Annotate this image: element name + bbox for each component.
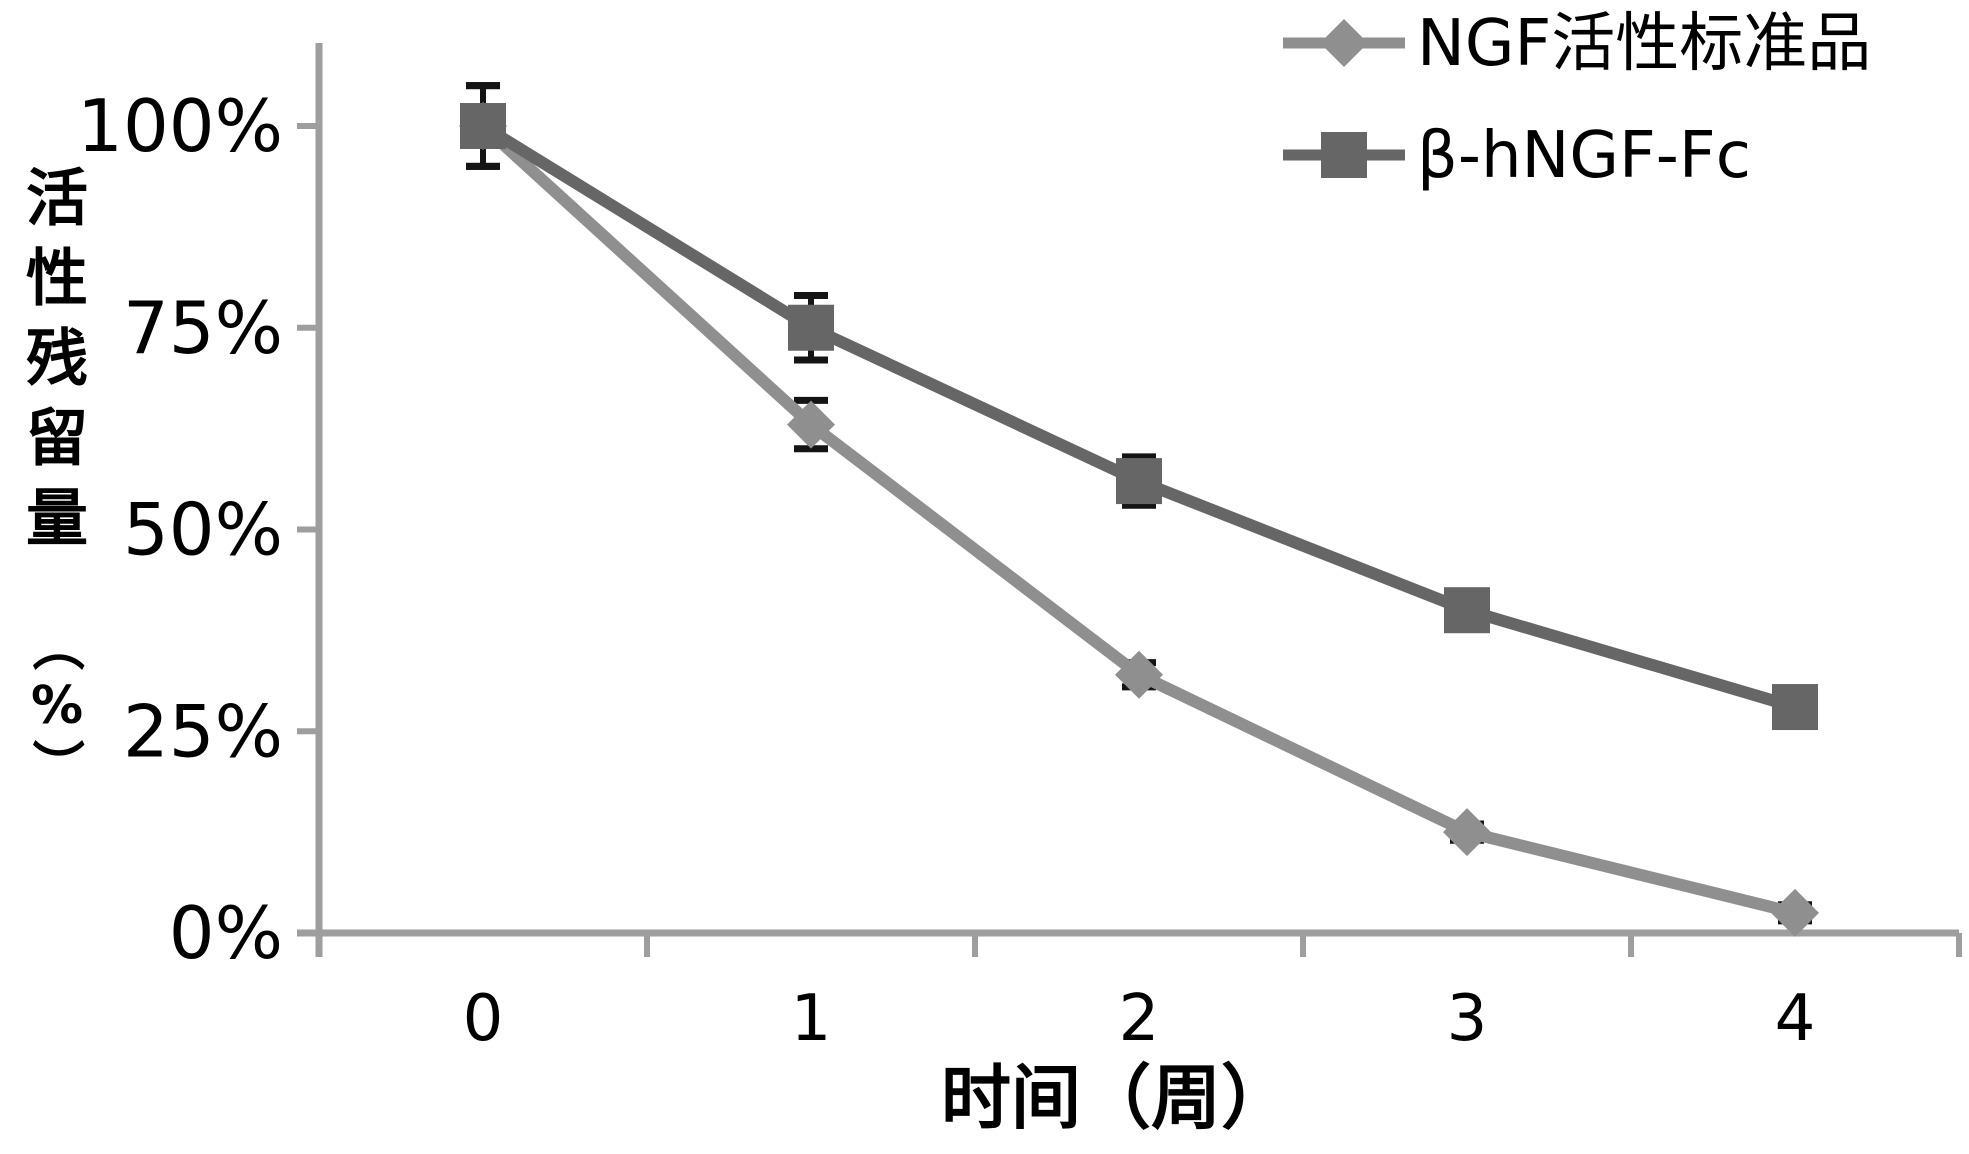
y-axis-title-char: 残 xyxy=(26,322,88,395)
y-axis-title-char: 量 xyxy=(26,482,88,555)
data-point-marker-diamond xyxy=(1115,650,1163,699)
y-axis-title-char: 性 xyxy=(26,242,88,315)
legend-label: β-hNGF-Fc xyxy=(1417,119,1751,193)
y-axis-title-char: ） xyxy=(26,739,86,791)
data-point-marker-square xyxy=(1772,684,1818,731)
x-tick-label: 4 xyxy=(1775,982,1816,1056)
y-axis-title-char: 活 xyxy=(26,162,88,235)
x-axis-title: 时间（周） xyxy=(941,1057,1291,1139)
data-point-marker-diamond xyxy=(787,400,835,449)
y-axis-title-char: 留 xyxy=(26,402,88,475)
legend: NGF活性标准品 β-hNGF-Fc xyxy=(1283,7,1871,193)
y-tick-label: 75% xyxy=(123,286,283,370)
y-tick-label: 50% xyxy=(123,488,283,572)
y-axis-title-char: % xyxy=(31,676,83,736)
y-tick-label: 25% xyxy=(123,689,283,773)
y-tick-label: 0% xyxy=(169,891,283,975)
data-point-marker-square xyxy=(788,304,834,351)
data-point-marker-square xyxy=(1444,587,1490,634)
x-tick-label: 1 xyxy=(791,982,832,1056)
series-line-square xyxy=(479,120,1797,713)
legend-label: NGF活性标准品 xyxy=(1417,7,1871,81)
legend-item: β-hNGF-Fc xyxy=(1283,119,1751,193)
data-point-marker-square xyxy=(460,103,506,149)
data-point-marker-diamond xyxy=(1443,808,1491,857)
y-tick-label: 100% xyxy=(77,84,283,168)
data-point-marker-diamond xyxy=(1771,888,1819,937)
x-tick-label: 2 xyxy=(1119,982,1160,1056)
y-axis-title-char: （ xyxy=(26,619,86,671)
x-tick-label: 0 xyxy=(463,982,504,1056)
legend-item: NGF活性标准品 xyxy=(1283,7,1871,81)
legend-marker-diamond xyxy=(1320,19,1368,67)
legend-marker-square xyxy=(1321,132,1367,178)
data-point-marker-square xyxy=(1116,458,1162,505)
x-tick-label: 3 xyxy=(1447,982,1488,1056)
